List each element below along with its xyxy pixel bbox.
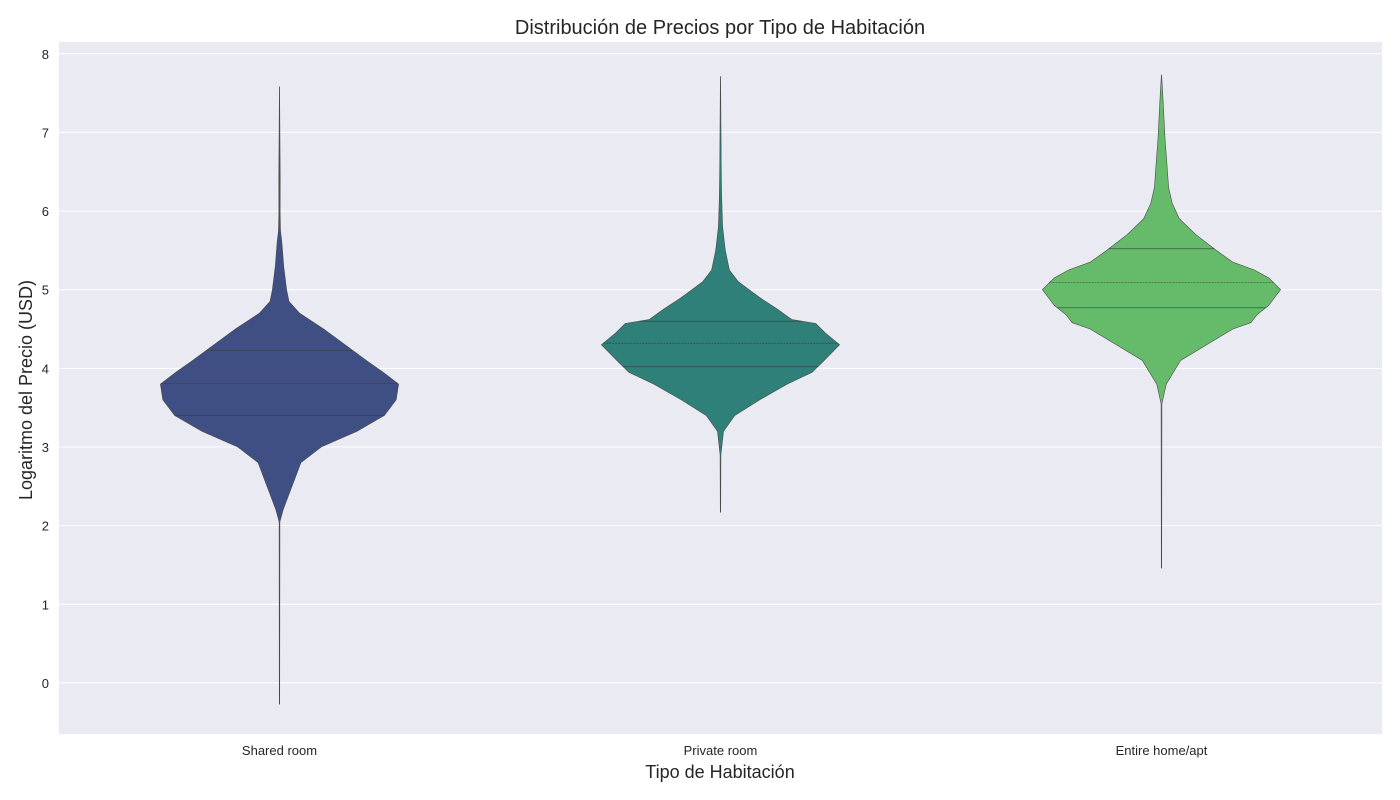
y-tick-label: 6 xyxy=(42,204,49,219)
chart-title: Distribución de Precios por Tipo de Habi… xyxy=(515,17,925,39)
x-tick-label: Private room xyxy=(684,743,758,758)
y-tick-label: 2 xyxy=(42,519,49,534)
y-tick-label: 5 xyxy=(42,283,49,298)
x-axis-label: Tipo de Habitación xyxy=(645,762,794,782)
x-tick-label: Entire home/apt xyxy=(1116,743,1208,758)
y-tick-label: 3 xyxy=(42,440,49,455)
violins xyxy=(160,74,1281,705)
violin-1 xyxy=(160,86,399,705)
y-tick-labels: 0 1 2 3 4 5 6 7 8 xyxy=(42,47,49,691)
violin-body xyxy=(600,76,841,513)
x-tick-labels: Shared room Private room Entire home/apt xyxy=(242,743,1208,758)
y-tick-label: 7 xyxy=(42,125,49,140)
y-tick-label: 4 xyxy=(42,361,49,376)
y-tick-label: 0 xyxy=(42,676,49,691)
violin-3 xyxy=(1042,74,1281,569)
y-axis-label: Logaritmo del Precio (USD) xyxy=(16,280,36,500)
y-tick-label: 8 xyxy=(42,47,49,62)
violin-2 xyxy=(600,76,841,513)
x-tick-label: Shared room xyxy=(242,743,317,758)
violin-body xyxy=(160,86,399,705)
violin-body xyxy=(1042,74,1281,569)
y-tick-label: 1 xyxy=(42,597,49,612)
